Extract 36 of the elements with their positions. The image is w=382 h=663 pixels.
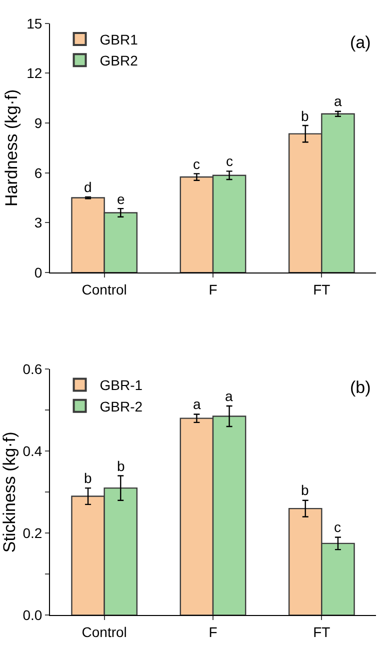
legend-label: GBR2 xyxy=(100,52,138,69)
y-tick-label: 0.6 xyxy=(22,361,42,378)
annotation: a xyxy=(193,396,201,412)
legend-label: GBR1 xyxy=(100,31,138,48)
y-tick-label: 0 xyxy=(34,264,42,280)
annotation: c xyxy=(334,519,341,535)
y-tick-label: 3 xyxy=(34,214,42,231)
annotation: (b) xyxy=(350,378,371,397)
legend-label: GBR-2 xyxy=(100,398,143,414)
x-tick-label: FT xyxy=(313,281,331,298)
x-tick-label: F xyxy=(208,281,218,298)
y-tick-label: 0.2 xyxy=(22,525,42,542)
y-tick-label: 15 xyxy=(26,15,42,32)
annotation: c xyxy=(226,153,233,169)
annotation: a xyxy=(334,93,342,109)
annotation: b xyxy=(84,470,92,486)
y-tick-label: 12 xyxy=(26,65,42,82)
y-tick-label: 0.0 xyxy=(22,607,42,624)
y-tick-label: 9 xyxy=(34,114,42,131)
x-tick-label: F xyxy=(208,624,218,640)
y-tick-label: 6 xyxy=(34,164,42,181)
annotation: c xyxy=(193,156,200,172)
x-tick-label: Control xyxy=(82,624,127,640)
y-tick-label: 0.4 xyxy=(22,443,42,460)
y-axis-title: Stickiness (kg·f) xyxy=(0,432,19,553)
annotation: e xyxy=(117,191,125,207)
annotation: b xyxy=(117,458,125,474)
x-tick-label: FT xyxy=(313,624,331,640)
annotation: (a) xyxy=(350,33,371,52)
annotation: d xyxy=(84,179,92,195)
x-tick-label: Control xyxy=(82,281,127,298)
y-axis-title: Hardness (kg·f) xyxy=(2,89,22,207)
legend-label: GBR-1 xyxy=(100,377,143,394)
annotation: a xyxy=(225,388,233,404)
annotation: b xyxy=(301,482,309,498)
annotation: b xyxy=(301,108,309,124)
